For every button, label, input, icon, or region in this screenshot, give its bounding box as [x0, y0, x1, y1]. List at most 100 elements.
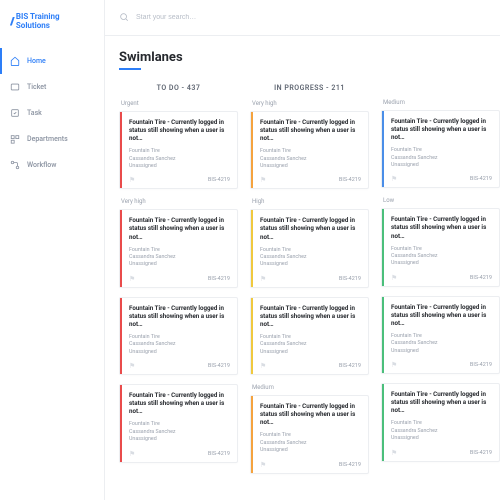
- topbar: [105, 0, 500, 36]
- ticket-card[interactable]: Fountain Tire - Currently logged in stat…: [119, 111, 238, 189]
- card-footer: ⚑BIS-4219: [391, 274, 492, 282]
- priority-label: Medium: [250, 384, 369, 391]
- logo-icon: //: [10, 15, 13, 28]
- nav-departments[interactable]: Departments: [0, 126, 104, 152]
- card-meta: Fountain TireCassandra SanchezUnassigned: [391, 420, 492, 442]
- card-id: BIS-4219: [339, 276, 361, 282]
- nav: Home Ticket Task Departments Workflow: [0, 48, 104, 178]
- card-id: BIS-4219: [339, 363, 361, 369]
- lane-header: IN PROGRESS - 211: [250, 84, 369, 92]
- swimlane: Medium Fountain Tire - Currently logged i…: [381, 84, 500, 483]
- nav-workflow-label: Workflow: [27, 161, 56, 169]
- content: Swimlanes TO DO - 437UrgentFountain Tire…: [105, 36, 500, 483]
- card-id: BIS-4219: [470, 362, 492, 368]
- card-id: BIS-4219: [470, 176, 492, 182]
- swimlanes: TO DO - 437UrgentFountain Tire - Current…: [119, 84, 500, 483]
- priority-label: Low: [381, 197, 500, 204]
- card-id: BIS-4219: [470, 275, 492, 281]
- nav-task[interactable]: Task: [0, 100, 104, 126]
- flag-icon: ⚑: [391, 361, 397, 369]
- ticket-card[interactable]: Fountain Tire - Currently logged in stat…: [250, 395, 369, 473]
- card-title: Fountain Tire - Currently logged in stat…: [129, 304, 230, 328]
- home-icon: [10, 56, 20, 66]
- flag-icon: ⚑: [260, 362, 266, 370]
- nav-departments-label: Departments: [27, 135, 68, 143]
- nav-task-label: Task: [27, 109, 42, 117]
- card-title: Fountain Tire - Currently logged in stat…: [391, 303, 492, 327]
- search-input[interactable]: [136, 14, 486, 21]
- flag-icon: ⚑: [260, 461, 266, 469]
- priority-label: Very high: [250, 100, 369, 107]
- card-title: Fountain Tire - Currently logged in stat…: [260, 118, 361, 142]
- card-footer: ⚑ BIS-4219: [129, 176, 230, 184]
- card-title: Fountain Tire - Currently logged in stat…: [129, 391, 230, 415]
- logo-text: BIS Training Solutions: [16, 12, 94, 30]
- flag-icon: ⚑: [260, 275, 266, 283]
- ticket-card[interactable]: Fountain Tire - Currently logged in stat…: [381, 110, 500, 188]
- ticket-card[interactable]: Fountain Tire - Currently logged in stat…: [119, 384, 238, 462]
- swimlane: IN PROGRESS - 211 Very high Fountain Tire …: [250, 84, 369, 483]
- nav-home-label: Home: [27, 57, 46, 65]
- task-icon: [10, 108, 20, 118]
- flag-icon: ⚑: [129, 176, 135, 184]
- card-footer: ⚑ BIS-4219: [391, 361, 492, 369]
- flag-icon: ⚑: [260, 176, 266, 184]
- flag-icon: ⚑: [129, 275, 135, 283]
- card-title: Fountain Tire - Currently logged in stat…: [391, 390, 492, 414]
- nav-ticket[interactable]: Ticket: [0, 74, 104, 100]
- card-meta: Fountain TireCassandra SanchezUnassigned: [260, 247, 361, 269]
- ticket-card[interactable]: Fountain Tire - Currently logged in stat…: [250, 111, 369, 189]
- nav-ticket-label: Ticket: [27, 83, 46, 91]
- priority-label: High: [250, 198, 369, 205]
- ticket-card[interactable]: Fountain Tire - Currently logged in stat…: [250, 209, 369, 287]
- card-meta: Fountain TireCassandra SanchezUnassigned: [391, 246, 492, 268]
- card-meta: Fountain TireCassandra SanchezUnassigned: [260, 148, 361, 170]
- card-id: BIS-4219: [208, 451, 230, 457]
- ticket-card[interactable]: Fountain Tire - Currently logged in stat…: [119, 297, 238, 375]
- nav-workflow[interactable]: Workflow: [0, 152, 104, 178]
- card-id: BIS-4219: [208, 363, 230, 369]
- card-footer: ⚑ BIS-4219: [260, 362, 361, 370]
- card-meta: Fountain TireCassandra SanchezUnassigned: [260, 334, 361, 356]
- card-footer: ⚑ BIS-4219: [391, 449, 492, 457]
- ticket-card[interactable]: Fountain Tire - Currently logged in stat…: [250, 297, 369, 375]
- card-title: Fountain Tire - Currently logged in stat…: [260, 216, 361, 240]
- search-icon: [119, 12, 129, 24]
- flag-icon: ⚑: [129, 450, 135, 458]
- flag-icon: ⚑: [391, 449, 397, 457]
- swimlane: TO DO - 437UrgentFountain Tire - Current…: [119, 84, 238, 483]
- flag-icon: ⚑: [391, 175, 397, 183]
- card-meta: Fountain TireCassandra SanchezUnassigned: [129, 148, 230, 170]
- card-title: Fountain Tire - Currently logged in stat…: [260, 402, 361, 426]
- page-title: Swimlanes: [119, 50, 500, 65]
- departments-icon: [10, 134, 20, 144]
- card-id: BIS-4219: [339, 177, 361, 183]
- lane-header: TO DO - 437: [119, 84, 238, 92]
- card-footer: ⚑ BIS-4219: [260, 176, 361, 184]
- flag-icon: ⚑: [129, 362, 135, 370]
- logo: // BIS Training Solutions: [0, 12, 104, 42]
- card-id: BIS-4219: [339, 462, 361, 468]
- card-meta: Fountain TireCassandra SanchezUnassigned: [129, 247, 230, 269]
- card-footer: ⚑ BIS-4219: [129, 450, 230, 458]
- workflow-icon: [10, 160, 20, 170]
- card-id: BIS-4219: [470, 450, 492, 456]
- card-title: Fountain Tire - Currently logged in stat…: [260, 304, 361, 328]
- card-meta: Fountain TireCassandra SanchezUnassigned: [129, 334, 230, 356]
- card-meta: Fountain TireCassandra SanchezUnassigned: [391, 147, 492, 169]
- card-title: Fountain Tire - Currently logged in stat…: [129, 216, 230, 240]
- card-footer: ⚑ BIS-4219: [260, 461, 361, 469]
- card-footer: ⚑BIS-4219: [129, 275, 230, 283]
- priority-label: Medium: [381, 99, 500, 106]
- sidebar: // BIS Training Solutions Home Ticket Ta…: [0, 0, 105, 500]
- card-footer: ⚑ BIS-4219: [129, 362, 230, 370]
- ticket-card[interactable]: Fountain Tire - Currently logged in stat…: [381, 208, 500, 286]
- ticket-icon: [10, 82, 20, 92]
- card-footer: ⚑ BIS-4219: [391, 175, 492, 183]
- ticket-card[interactable]: Fountain Tire - Currently logged in stat…: [119, 209, 238, 287]
- card-meta: Fountain TireCassandra SanchezUnassigned: [129, 421, 230, 443]
- ticket-card[interactable]: Fountain Tire - Currently logged in stat…: [381, 383, 500, 461]
- card-id: BIS-4219: [208, 177, 230, 183]
- nav-home[interactable]: Home: [0, 48, 104, 74]
- ticket-card[interactable]: Fountain Tire - Currently logged in stat…: [381, 296, 500, 374]
